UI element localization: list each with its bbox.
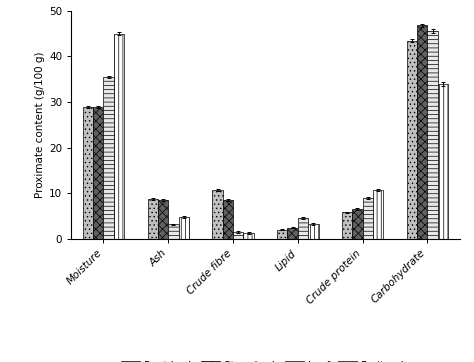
- Bar: [244, 233, 254, 239]
- Legend: Root bark, Stem bark, Leaf, Fruit pulp: Root bark, Stem bark, Leaf, Fruit pulp: [117, 357, 414, 362]
- Bar: [223, 200, 233, 239]
- Bar: [373, 190, 383, 239]
- Bar: [168, 224, 179, 239]
- Bar: [352, 209, 363, 239]
- Bar: [308, 224, 319, 239]
- Bar: [147, 199, 158, 239]
- Bar: [114, 34, 124, 239]
- Bar: [407, 41, 417, 239]
- Bar: [438, 84, 448, 239]
- Bar: [298, 218, 308, 239]
- Bar: [417, 25, 428, 239]
- Bar: [158, 200, 168, 239]
- Bar: [103, 77, 114, 239]
- Bar: [428, 31, 438, 239]
- Bar: [233, 232, 244, 239]
- Bar: [179, 217, 189, 239]
- Bar: [83, 107, 93, 239]
- Bar: [93, 107, 103, 239]
- Y-axis label: Proximate content (g/100 g): Proximate content (g/100 g): [35, 52, 45, 198]
- Bar: [287, 227, 298, 239]
- Bar: [363, 198, 373, 239]
- Bar: [342, 212, 352, 239]
- Bar: [212, 190, 223, 239]
- Bar: [277, 230, 287, 239]
